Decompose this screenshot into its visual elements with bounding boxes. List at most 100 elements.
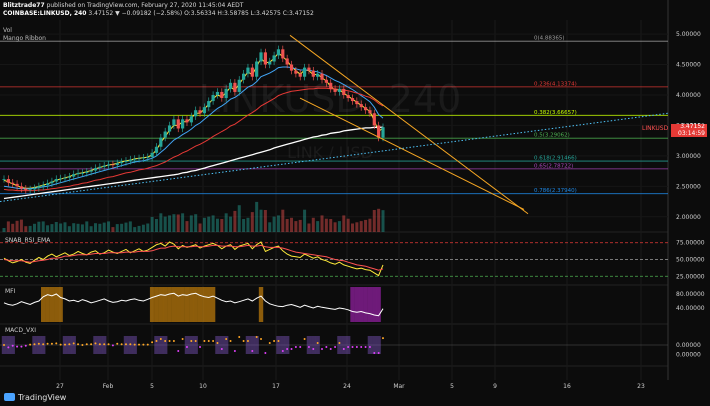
mfi-overbought-band — [58, 287, 63, 322]
volume-bar — [290, 217, 294, 232]
macd-band — [276, 336, 281, 354]
mfi-overbought-band — [176, 287, 181, 322]
candle-body — [359, 104, 363, 108]
macd-dot — [190, 340, 193, 342]
candle-body — [67, 176, 71, 178]
macd-band — [93, 336, 98, 354]
wedge-upper-line — [289, 34, 529, 215]
candle-body — [54, 179, 58, 182]
macd-band — [215, 336, 220, 354]
macd-dot — [325, 346, 328, 348]
candle-body — [32, 188, 37, 190]
macd-dot — [347, 346, 350, 348]
volume-bars — [2, 201, 385, 232]
candle-body — [185, 119, 189, 123]
candle-body — [241, 73, 246, 80]
tradingview-brand[interactable]: TradingView — [4, 393, 66, 402]
macd-dot — [55, 342, 58, 345]
ma-line-fast — [3, 52, 384, 189]
volume-bar — [224, 213, 228, 232]
macd-dot — [120, 343, 123, 346]
macd-dot — [212, 340, 215, 342]
macd-dot — [142, 343, 145, 346]
volume-bar — [46, 225, 50, 232]
candle-body — [346, 94, 350, 99]
volume-bar — [207, 216, 211, 232]
candle-body — [6, 179, 10, 183]
volume-bar — [351, 223, 355, 232]
volume-bar — [80, 224, 84, 232]
macd-dot — [207, 340, 210, 342]
volume-bar — [89, 226, 93, 232]
macd-dot — [225, 338, 228, 340]
candle-body — [189, 116, 193, 123]
price-tick-label: 2.50000 — [676, 183, 701, 190]
macd-dot — [98, 343, 101, 346]
candle-body — [320, 73, 324, 80]
macd-band — [219, 336, 225, 354]
macd-band — [367, 336, 373, 354]
macd-dot — [360, 346, 363, 348]
volume-bar — [172, 214, 176, 232]
tradingview-logo-icon — [4, 393, 15, 401]
candle-body — [211, 94, 215, 102]
candle-body — [19, 186, 24, 189]
x-tick-label: 9 — [493, 383, 497, 390]
volume-bar — [229, 216, 233, 232]
candle-body — [372, 113, 376, 126]
x-tick-label: 10 — [199, 383, 207, 390]
trend-drawings[interactable] — [0, 34, 669, 215]
macd-band — [337, 336, 342, 354]
volume-bar — [211, 215, 215, 232]
volume-bar — [255, 201, 259, 232]
price-tick-label: 3.00000 — [676, 153, 701, 160]
macd-dot — [368, 346, 371, 348]
macd-dot — [159, 338, 162, 340]
indicator-ribbon-label[interactable]: Mango Ribbon — [3, 35, 46, 42]
candle-body — [176, 119, 180, 129]
volume-bar — [272, 216, 276, 232]
candle-body — [98, 166, 102, 169]
pane-title: SNAB_RSI_EMA — [5, 237, 51, 244]
mfi-overbought-band — [167, 287, 172, 322]
mfi-overbought-band — [206, 287, 211, 322]
price-tick-label: 4.00000 — [676, 92, 701, 99]
volume-bar — [72, 223, 76, 232]
candle-body — [381, 127, 385, 138]
candle-body — [89, 170, 93, 172]
price-tag-symbol: LINKUSD — [642, 125, 669, 132]
macd-band — [154, 336, 159, 354]
volume-bar — [372, 210, 376, 232]
brand-text: TradingView — [18, 393, 67, 402]
candle-body — [181, 119, 185, 129]
mfi-overbought-band — [158, 287, 164, 322]
candle-body — [363, 107, 368, 111]
pane-tick-label: 50.00000 — [676, 257, 705, 264]
indicator-vol-label[interactable]: Vol — [3, 27, 12, 34]
candle-body — [45, 183, 50, 186]
macd-dot — [242, 340, 245, 342]
candle-body — [294, 70, 298, 74]
macd-band — [254, 336, 259, 354]
macd-dot — [251, 350, 254, 352]
pane-tick-label: 75.00000 — [676, 240, 705, 247]
candle-body — [224, 88, 228, 99]
macd-band — [245, 336, 251, 354]
candle-body — [11, 182, 15, 184]
macd-dot — [46, 342, 49, 345]
candle-body — [285, 58, 289, 65]
macd-dot — [138, 343, 141, 346]
macd-band — [345, 336, 351, 354]
author-name[interactable]: Blitztrade77 — [3, 2, 45, 9]
macd-band — [158, 336, 164, 354]
pane-tick-label: 40.00000 — [676, 305, 705, 312]
mfi-oversold-band — [376, 287, 381, 322]
volume-bar — [85, 221, 89, 232]
fib-level-label: 0.786(2.37940) — [534, 188, 577, 194]
macd-dot — [220, 348, 223, 350]
candle-body — [141, 157, 146, 159]
macd-dot — [312, 348, 315, 350]
candle-body — [137, 158, 141, 160]
candle-body — [115, 163, 119, 166]
candle-body — [172, 119, 176, 126]
